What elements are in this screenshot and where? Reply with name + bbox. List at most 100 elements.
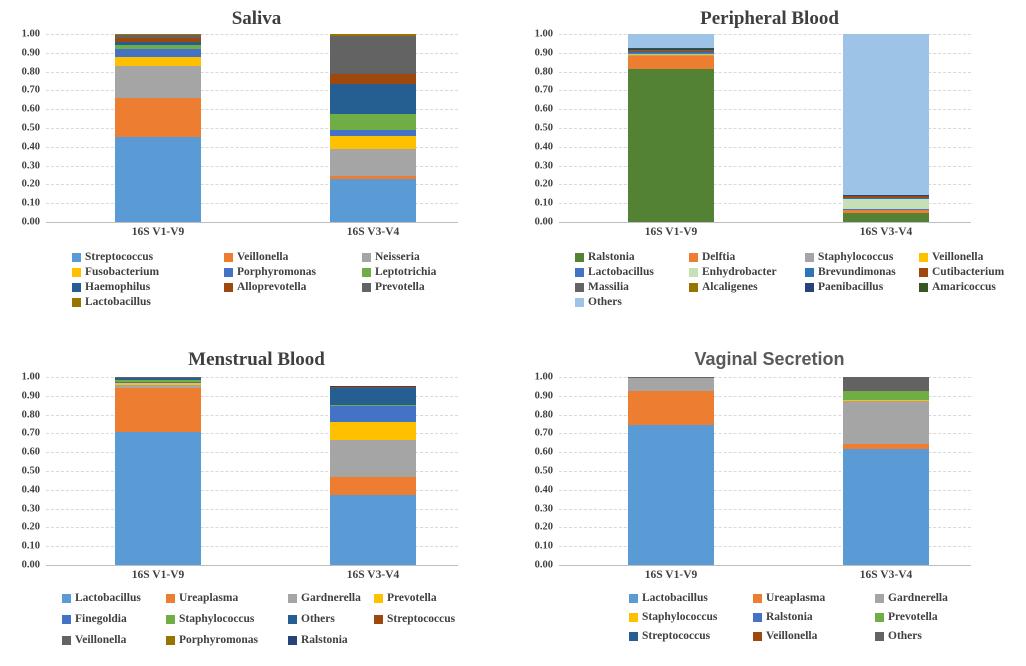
- legend-swatch: [575, 267, 584, 277]
- gridline: [46, 34, 458, 35]
- legend-swatch: [875, 631, 884, 641]
- legend-label: Prevotella: [387, 592, 437, 604]
- legend-swatch: [919, 252, 928, 262]
- gridline: [559, 471, 971, 472]
- legend-item-lactobacillus: Lactobacillus: [575, 266, 689, 278]
- legend-item-cutibacterium: Cutibacterium: [919, 266, 1026, 278]
- legend-label: Veillonella: [75, 634, 127, 646]
- gridline: [46, 527, 458, 529]
- legend-item-paenibacillus: Paenibacillus: [805, 281, 919, 293]
- legend-swatch: [629, 612, 638, 622]
- y-axis-tick-label: 0.50: [534, 122, 553, 134]
- bar-segment-leptotrichia: [330, 113, 416, 130]
- x-category-label: 16S V1-V9: [131, 569, 185, 581]
- legend-swatch: [629, 593, 638, 603]
- y-axis-tick-label: 0.20: [21, 178, 40, 190]
- y-axis-tick-label: 0.00: [21, 559, 40, 571]
- legend-swatch: [629, 631, 638, 641]
- bar-segment-prevotella: [115, 35, 201, 38]
- legend-label: Veillonella: [237, 251, 289, 263]
- bar-segment-porphyromonas: [330, 129, 416, 136]
- bar-segment-gardnerella: [843, 401, 929, 444]
- legend-label: Porphyromonas: [179, 634, 259, 646]
- bar-segment-lactobacillus: [843, 449, 929, 565]
- legend-item-alloprevotella: Alloprevotella: [224, 281, 362, 293]
- stacked-bar-16s-v3-v4: [330, 386, 416, 565]
- legend-item-ureaplasma: Ureaplasma: [166, 592, 288, 604]
- gridline: [46, 109, 458, 111]
- y-axis-tick-label: 0.10: [534, 540, 553, 552]
- y-axis-tick-label: 0.20: [534, 521, 553, 533]
- legend-swatch: [224, 267, 233, 277]
- y-axis-tick-label: 0.90: [534, 390, 553, 402]
- legend-swatch: [575, 252, 584, 262]
- x-category-label: 16S V1-V9: [644, 226, 698, 238]
- gridline: [559, 90, 971, 92]
- chart-legend: Streptococcus Veillonella Neisseria Fusobac…: [72, 251, 513, 308]
- legend-swatch: [362, 282, 371, 292]
- x-axis-labels: 16S V1-V9 16S V3-V4: [559, 223, 971, 243]
- bar-segment-others: [330, 387, 416, 406]
- gridline: [559, 452, 971, 454]
- legend-label: Paenibacillus: [818, 281, 884, 293]
- bar-segment-prevotella: [115, 383, 201, 385]
- bar-segment-lactobacillus: [843, 209, 929, 210]
- bar-segment-neisseria: [115, 65, 201, 98]
- legend-item-fusobacterium: Fusobacterium: [72, 266, 224, 278]
- legend-swatch: [288, 614, 297, 624]
- y-axis-tick-label: 0.00: [534, 559, 553, 571]
- legend-label: Gardnerella: [888, 592, 948, 604]
- legend-label: Ureaplasma: [766, 592, 826, 604]
- legend-label: Enhydrobacter: [702, 266, 777, 278]
- legend-label: Streptococcus: [387, 613, 456, 625]
- bar-segment-veillonella: [330, 175, 416, 179]
- y-axis-tick-label: 0.40: [21, 141, 40, 153]
- plot-area: 1.00 0.90 0.80 0.70 0.60 0.50 0.40 0.30 0.20 0.10…: [535, 372, 971, 571]
- legend-swatch: [919, 282, 928, 292]
- legend-item-porphyromonas: Porphyromonas: [166, 634, 288, 646]
- bar-segment-delftia: [843, 210, 929, 213]
- bar-segment-streptococcus: [330, 386, 416, 388]
- bar-segment-gardnerella: [115, 384, 201, 389]
- legend-label: Porphyromonas: [237, 266, 317, 278]
- gridline: [46, 184, 458, 186]
- legend-item-lactobacillus: Lactobacillus: [62, 592, 166, 604]
- legend-item-lactobacillus: Lactobacillus: [629, 592, 753, 604]
- legend-label: Delftia: [702, 251, 736, 263]
- y-axis-tick-label: 0.20: [534, 178, 553, 190]
- gridline: [559, 52, 971, 54]
- legend-item-veillonella: Veillonella: [224, 251, 362, 263]
- legend-label: Veillonella: [932, 251, 984, 263]
- legend-label: Massilia: [588, 281, 629, 293]
- legend-item-amaricoccus: Amaricoccus: [919, 281, 1026, 293]
- x-category-label: 16S V1-V9: [644, 569, 698, 581]
- bar-segment-lactobacillus: [628, 53, 714, 54]
- y-axis-tick-label: 0.80: [21, 66, 40, 78]
- legend-label: Ralstonia: [301, 634, 348, 646]
- legend-item-ralstonia: Ralstonia: [288, 634, 374, 646]
- bar-segment-ureaplasma: [843, 443, 929, 450]
- legend-swatch: [919, 267, 928, 277]
- gridline: [46, 471, 458, 472]
- legend-item-enhydrobacter: Enhydrobacter: [689, 266, 805, 278]
- y-axis-tick-label: 0.70: [534, 427, 553, 439]
- legend-swatch: [689, 267, 698, 277]
- bar-segment-others: [843, 34, 929, 196]
- chart-panel: Vaginal Secretion 1.00 0.90 0.80 0.70 0.60 0.5…: [513, 333, 1026, 666]
- x-axis-labels: 16S V1-V9 16S V3-V4: [46, 566, 458, 586]
- y-axis-tick-label: 0.20: [21, 521, 40, 533]
- stacked-bar-16s-v1-v9: [628, 377, 714, 565]
- bar-segment-alloprevotella: [115, 37, 201, 42]
- legend-swatch: [575, 297, 584, 307]
- legend-label: Neisseria: [375, 251, 420, 263]
- bar-segment-others: [843, 377, 929, 392]
- legend-item-gardnerella: Gardnerella: [288, 592, 374, 604]
- legend-swatch: [62, 593, 71, 603]
- gridline: [559, 414, 971, 416]
- y-axis-tick-label: 0.70: [21, 427, 40, 439]
- bar-segment-lactobacillus: [115, 432, 201, 565]
- y-axis-tick-label: 1.00: [534, 371, 553, 383]
- legend-item-streptococcus: Streptococcus: [72, 251, 224, 263]
- legend-label: Others: [888, 630, 922, 642]
- bar-segment-veillonella: [115, 97, 201, 138]
